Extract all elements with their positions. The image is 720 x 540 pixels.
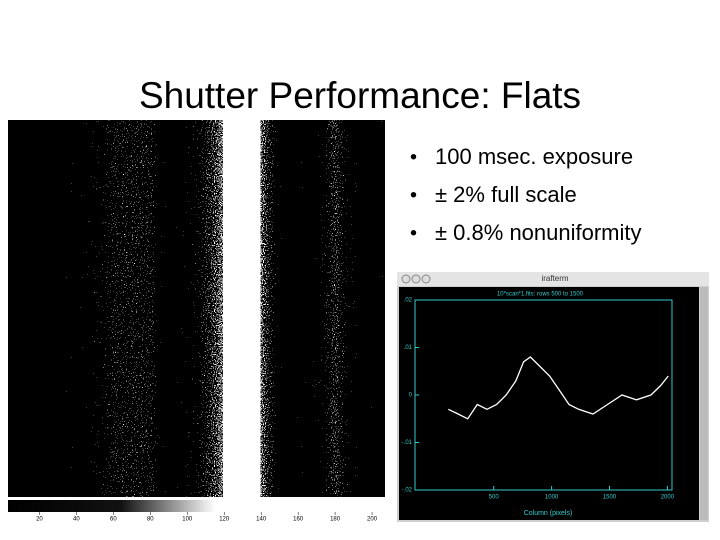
close-button[interactable] xyxy=(401,274,411,284)
x-tick-label: 1000 xyxy=(545,495,559,501)
y-tick-label: 0 xyxy=(409,393,413,399)
irafterm-window: irafterm 10*scan*1.fits: rows 500 to 150… xyxy=(397,272,709,522)
window-title: irafterm xyxy=(541,274,568,283)
bullet-dot: • xyxy=(410,222,417,244)
bullet-text: ± 0.8% nonuniformity xyxy=(435,220,642,245)
colorbar-tick-label: 40 xyxy=(73,517,80,523)
colorbar-tick-label: 140 xyxy=(256,517,267,523)
y-tick-label: -.01 xyxy=(402,440,413,446)
colorbar-tick-label: 120 xyxy=(219,517,230,523)
colorbar-tick-label: 20 xyxy=(36,517,43,523)
minimize-button[interactable] xyxy=(411,274,421,284)
title-bar xyxy=(397,272,709,286)
colorbar-tick-label: 180 xyxy=(330,517,341,523)
x-tick-label: 2000 xyxy=(661,495,675,501)
x-axis-label: Column (pixels) xyxy=(524,510,573,517)
colorbar-tick-label: 60 xyxy=(110,517,117,523)
colorbar-tick-label: 160 xyxy=(293,517,304,523)
x-tick-label: 1500 xyxy=(603,495,617,501)
colorbar xyxy=(8,500,385,512)
plot-background xyxy=(399,287,699,520)
bullet-dot: • xyxy=(410,184,417,206)
flat-field-image xyxy=(8,120,385,497)
y-tick-label: -.02 xyxy=(402,488,413,494)
colorbar-tick-label: 200 xyxy=(367,517,378,523)
bullet-text: 100 msec. exposure xyxy=(435,144,633,169)
profile-line xyxy=(448,356,669,420)
zoom-button[interactable] xyxy=(421,274,431,284)
scrollbar[interactable] xyxy=(700,287,708,520)
slide-title: Shutter Performance: Flats xyxy=(139,75,581,116)
colorbar-tick-label: 80 xyxy=(147,517,154,523)
bullet-text: ± 2% full scale xyxy=(435,182,577,207)
bullet-dot: • xyxy=(410,146,417,168)
y-tick-label: .02 xyxy=(404,298,413,304)
colorbar-tick-label: 100 xyxy=(182,517,193,523)
plot-title: 10*scan*1.fits: rows 500 to 1500 xyxy=(497,292,584,298)
y-tick-label: .01 xyxy=(404,345,413,351)
x-tick-label: 500 xyxy=(489,495,500,501)
